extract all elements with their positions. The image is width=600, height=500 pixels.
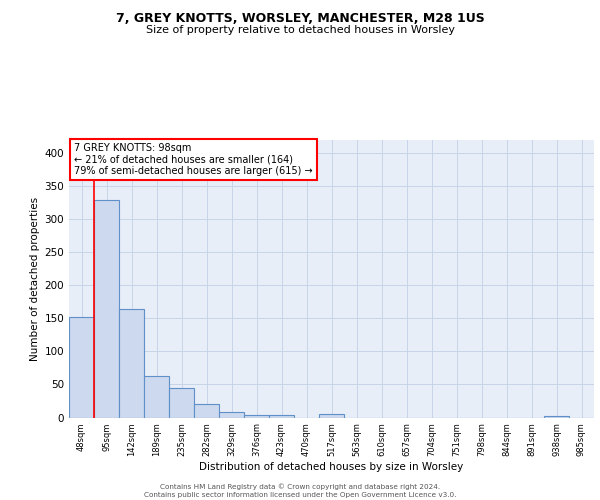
Bar	[194, 404, 219, 417]
Bar	[219, 412, 244, 418]
Bar	[319, 414, 344, 418]
Text: Contains HM Land Registry data © Crown copyright and database right 2024.
Contai: Contains HM Land Registry data © Crown c…	[144, 484, 456, 498]
Bar	[169, 388, 194, 418]
Bar	[69, 317, 94, 418]
X-axis label: Distribution of detached houses by size in Worsley: Distribution of detached houses by size …	[199, 462, 464, 472]
Y-axis label: Number of detached properties: Number of detached properties	[30, 196, 40, 361]
Bar	[244, 415, 269, 418]
Text: 7 GREY KNOTTS: 98sqm
← 21% of detached houses are smaller (164)
79% of semi-deta: 7 GREY KNOTTS: 98sqm ← 21% of detached h…	[74, 143, 313, 176]
Bar	[269, 415, 294, 418]
Text: 7, GREY KNOTTS, WORSLEY, MANCHESTER, M28 1US: 7, GREY KNOTTS, WORSLEY, MANCHESTER, M28…	[116, 12, 484, 26]
Bar	[94, 200, 119, 418]
Bar	[119, 309, 144, 418]
Bar	[144, 376, 169, 418]
Text: Size of property relative to detached houses in Worsley: Size of property relative to detached ho…	[146, 25, 455, 35]
Bar	[544, 416, 569, 418]
